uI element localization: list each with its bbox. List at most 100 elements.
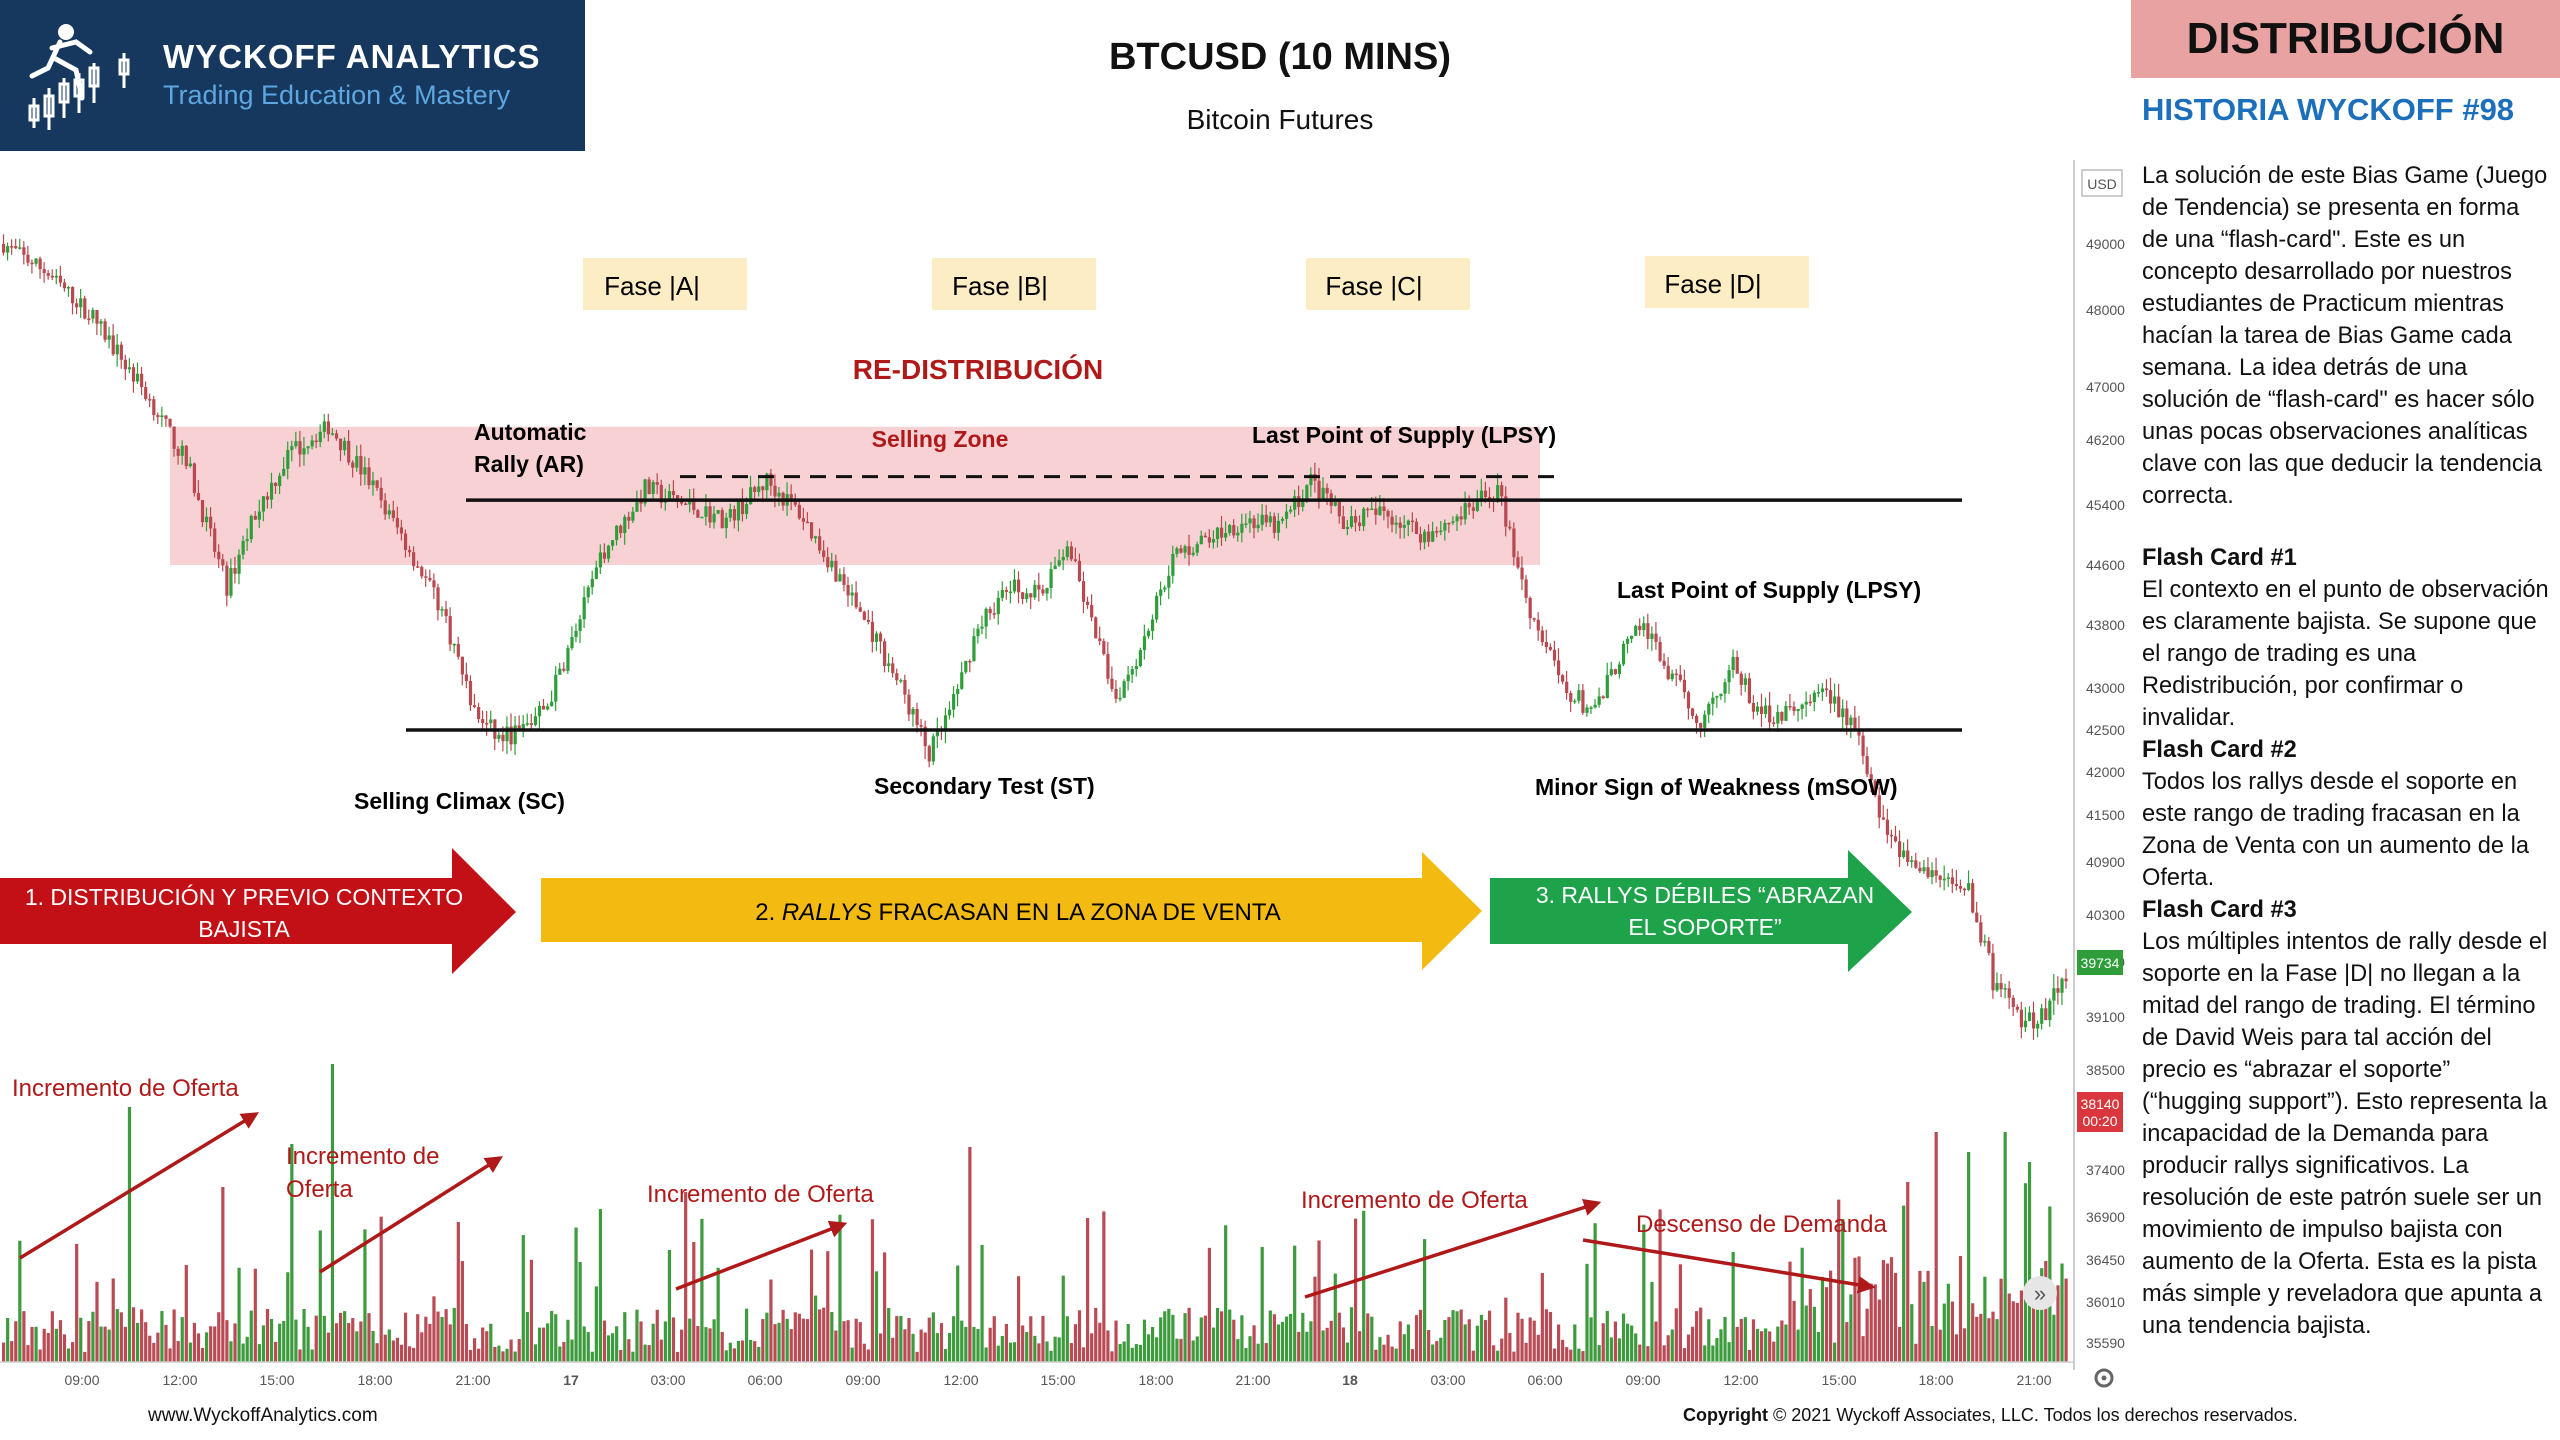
volume-bar xyxy=(83,1351,87,1362)
candle-body xyxy=(464,674,469,682)
candle-body xyxy=(1207,537,1212,543)
candle-body xyxy=(416,566,420,568)
candle-body xyxy=(1471,507,1475,511)
volume-axis-ticks: 37400 36900 36450 36010 35590 xyxy=(2086,1162,2125,1351)
volume-bar xyxy=(188,1342,192,1362)
volume-bar xyxy=(1191,1340,1195,1362)
volume-bar xyxy=(1731,1252,1735,1362)
volume-bar xyxy=(412,1347,416,1362)
candle-body xyxy=(10,246,14,248)
volume-bar xyxy=(1008,1342,1013,1362)
volume-bar xyxy=(1512,1351,1516,1362)
st-label: Secondary Test (ST) xyxy=(874,773,1095,799)
volume-bar xyxy=(887,1308,891,1362)
volume-bar xyxy=(1211,1327,1216,1362)
volume-bar xyxy=(10,1341,14,1362)
candle-body xyxy=(1699,722,1703,728)
candle-body xyxy=(1902,850,1906,857)
settings-gear-icon[interactable] xyxy=(2094,1368,2114,1388)
volume-bar xyxy=(870,1219,875,1362)
volume-bar xyxy=(1175,1338,1179,1362)
scroll-right-button[interactable] xyxy=(2023,1276,2057,1310)
candle-body xyxy=(582,597,586,620)
volume-bar xyxy=(1427,1330,1431,1362)
volume-bar xyxy=(1179,1338,1183,1362)
currency-label: USD xyxy=(2087,176,2117,192)
volume-bar xyxy=(221,1187,225,1362)
vol-annotation-1: Incremento de Oferta xyxy=(12,1075,239,1102)
volume-bar xyxy=(797,1313,801,1362)
candle-body xyxy=(858,607,862,612)
candle-body xyxy=(1646,623,1650,639)
candle-body xyxy=(1776,711,1780,724)
candle-body xyxy=(708,506,712,523)
volume-bar xyxy=(1938,1329,1942,1362)
price-tick-label: 49000 xyxy=(2086,236,2125,252)
volume-bar xyxy=(184,1264,188,1362)
volume-bar xyxy=(367,1313,371,1362)
candle-body xyxy=(1804,701,1808,705)
volume-bar xyxy=(1252,1325,1256,1362)
volume-bar xyxy=(1703,1345,1707,1362)
footer-website: www.WyckoffAnalytics.com xyxy=(148,1405,378,1426)
candle-body xyxy=(1102,641,1106,655)
candle-body xyxy=(826,557,830,568)
volume-bar xyxy=(2019,1290,2024,1362)
volume-bar xyxy=(1528,1317,1532,1362)
double-chevron-right-icon[interactable]: » xyxy=(2034,1281,2046,1306)
volume-bar xyxy=(1479,1314,1484,1362)
volume-bar xyxy=(1090,1333,1094,1362)
candle-body xyxy=(947,709,952,716)
candle-body xyxy=(1824,688,1829,691)
candle-body xyxy=(152,399,156,416)
candles-layer xyxy=(2,234,2068,1040)
candle-body xyxy=(1167,575,1171,588)
volume-bar xyxy=(1747,1349,1751,1362)
candle-body xyxy=(680,500,684,504)
volume-bar xyxy=(777,1322,781,1362)
volume-bar xyxy=(1309,1321,1313,1362)
volume-bar xyxy=(1366,1313,1370,1362)
candle-body xyxy=(1829,690,1833,704)
volume-bar xyxy=(1280,1321,1285,1362)
volume-bar xyxy=(1719,1329,1723,1362)
volume-bar xyxy=(1370,1316,1374,1362)
volume-bar xyxy=(1772,1341,1776,1362)
candle-body xyxy=(408,549,412,553)
volume-bar xyxy=(586,1332,590,1362)
volume-tick-label: 36450 xyxy=(2086,1252,2125,1268)
candle-body xyxy=(1037,584,1041,590)
candle-body xyxy=(326,421,330,435)
candle-body xyxy=(1962,888,1967,891)
candle-body xyxy=(1772,722,1776,724)
volume-bar xyxy=(517,1339,521,1362)
candle-body xyxy=(675,495,680,501)
volume-bar xyxy=(635,1309,639,1362)
chart-title: BTCUSD (10 MINS) xyxy=(1108,36,1452,78)
volume-bar xyxy=(322,1315,326,1362)
volume-bar xyxy=(1276,1324,1281,1362)
volume-bar xyxy=(1804,1305,1808,1362)
volume-bar xyxy=(1475,1325,1479,1362)
volume-bar xyxy=(984,1347,988,1362)
candle-body xyxy=(184,445,188,467)
volume-tick-label: 35590 xyxy=(2086,1335,2125,1351)
volume-bar xyxy=(1439,1337,1443,1362)
time-tick-label: 18:00 xyxy=(1138,1372,1173,1388)
candle-body xyxy=(805,521,810,524)
volume-bar xyxy=(903,1329,907,1362)
volume-bar xyxy=(1902,1205,1906,1362)
volume-bar xyxy=(387,1329,391,1362)
candle-body xyxy=(862,611,866,620)
volume-bar xyxy=(720,1331,724,1362)
candle-body xyxy=(213,528,217,552)
volume-bar xyxy=(1715,1338,1719,1362)
volume-bar xyxy=(578,1262,582,1362)
volume-bar xyxy=(805,1319,810,1362)
volume-bar xyxy=(391,1340,395,1362)
candle-body xyxy=(956,688,960,695)
volume-bar xyxy=(75,1243,79,1362)
volume-bar xyxy=(200,1347,205,1362)
price-tick-label: 46200 xyxy=(2086,432,2125,448)
time-tick-label: 17 xyxy=(563,1372,579,1388)
